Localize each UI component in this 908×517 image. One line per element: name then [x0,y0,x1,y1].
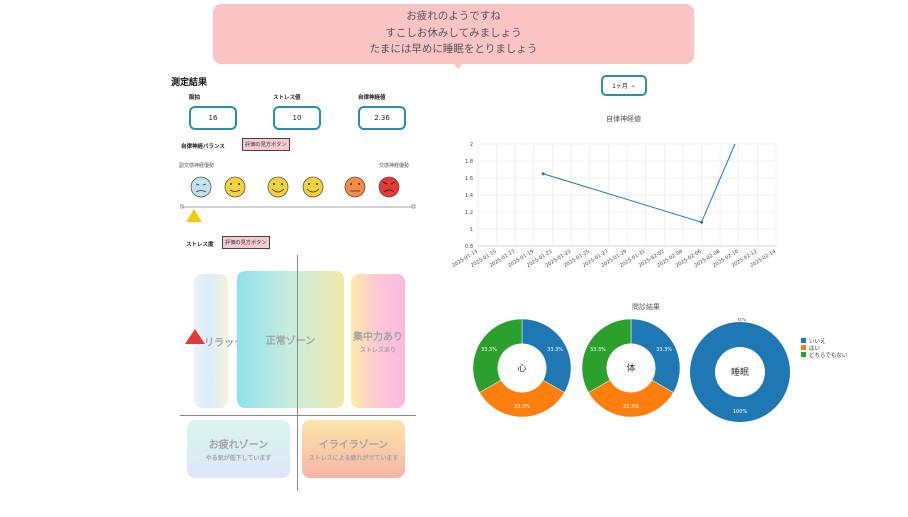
advice-line-1: お疲れのようですね [406,10,501,22]
balance-label: 自律神経バランス [181,144,225,150]
stress-level-label: ストレス度 [186,242,214,248]
legend-label-yes: はい [809,345,821,352]
calm-face-icon [224,176,246,198]
focus-zone-label: 集中力あり [353,332,403,343]
bubble-tail [452,62,464,69]
pie-data-label: 33.3% [514,404,530,410]
pie-hole [715,347,765,397]
legend-label-no: いいえ [809,338,826,345]
y-tick-label: 1.6 [465,176,473,182]
stress-zone-map: リラックス 正常ゾーン 集中力あり ストレスあり お疲れゾーン やる気が低下して… [180,255,416,492]
focus-zone: 集中力あり ストレスあり [351,274,405,408]
y-tick-label: 1 [470,227,473,233]
legend-item-yes: はい [801,344,847,352]
advice-bubble: お疲れのようですね すこしお休みしてみましょう たまには早めに睡眠をとりましょう [213,4,694,64]
pie-data-label: 33.3% [656,347,672,353]
pie-center-label: 心 [517,363,526,374]
results-title: 測定結果 [171,78,208,88]
pulse-value: 16 [189,106,237,130]
smiling-face-icon [302,176,324,198]
autonomic-label: 自律神経値 [358,95,386,101]
period-select[interactable]: 1ヶ月 ⌄ [601,75,647,96]
data-point [700,220,703,224]
happy-face-icon [267,176,289,198]
pulse-label: 脈拍 [189,95,201,101]
y-tick-label: 1.4 [465,193,473,199]
questionnaire-pie-charts: 33.3%33.3%33.3%心33.3%33.3%33.3%体100%0%0%… [472,318,790,422]
autonomic-line-chart: 21.81.61.41.210.82025-01-132025-01-15202… [452,142,777,269]
pie-zero-label: 0% [738,318,746,323]
legend-label-neither: どちらでもない [809,352,848,359]
pie-data-label: 33.3% [547,347,563,353]
tired-zone: お疲れゾーン やる気が低下しています [187,420,290,478]
y-tick-label: 0.8 [465,244,473,250]
tired-zone-label: お疲れゾーン [208,440,269,451]
balance-scale [180,176,416,222]
normal-zone-label: 正常ゾーン [265,336,316,347]
period-select-value: 1ヶ月 [612,83,628,90]
pie-data-label: 100% [733,409,748,415]
pie-legend: いいえ はい どちらでもない [801,337,848,359]
pie-chart-title: 問診結果 [632,303,660,311]
angry-face-icon [378,176,400,198]
horizontal-axis [180,415,416,416]
legend-item-neither: どちらでもない [801,351,848,359]
legend-swatch-no [801,338,806,343]
y-tick-label: 1.8 [465,159,473,165]
pie-hole [606,343,656,393]
line-chart-title: 自律神経値 [606,115,641,123]
pie-data-label: 33.3% [623,404,639,410]
parasympathetic-label: 副交感神経優勢 [179,163,215,169]
pie-data-label: 33.3% [481,347,497,353]
pie-data-label: 33.3% [590,347,606,353]
balance-marker [186,209,202,222]
stress-help-button[interactable]: 評価の見方ボタン [222,236,270,249]
focus-zone-sublabel: ストレスあり [359,347,396,354]
very-relaxed-face-icon [190,176,212,198]
legend-swatch-yes [801,345,806,350]
data-point [541,172,545,176]
irritated-zone: イライラゾーン ストレスによる疲れがでています [302,420,405,478]
advice-line-2: すこしお休みしてみましょう [385,26,522,39]
normal-zone: 正常ゾーン [237,271,344,408]
vertical-axis [297,255,298,491]
legend-swatch-neither [801,352,806,357]
pie-center-label: 睡眠 [731,366,749,378]
chevron-down-icon: ⌄ [630,82,636,89]
stress-marker [185,329,205,344]
stress-value-label: ストレス値 [273,95,301,101]
pie-center-label: 体 [626,362,635,374]
irritated-zone-sublabel: ストレスによる疲れがでています [308,455,399,462]
sympathetic-label: 交感神経優勢 [379,163,410,169]
balance-help-button[interactable]: 評価の見方ボタン [242,138,290,151]
irritated-zone-label: イライラゾーン [318,440,389,451]
stress-value: 10 [273,106,321,130]
legend-item-no: いいえ [801,337,847,345]
relax-zone-label: リラックス [204,337,254,349]
tired-zone-sublabel: やる気が低下しています [205,455,272,462]
uneasy-face-icon [344,176,366,198]
y-tick-label: 2 [470,142,473,148]
y-tick-label: 1.2 [465,210,473,216]
autonomic-value: 2.36 [358,106,406,130]
advice-line-3: たまには早めに睡眠をとりましょう [369,43,538,55]
pie-hole [497,343,547,393]
